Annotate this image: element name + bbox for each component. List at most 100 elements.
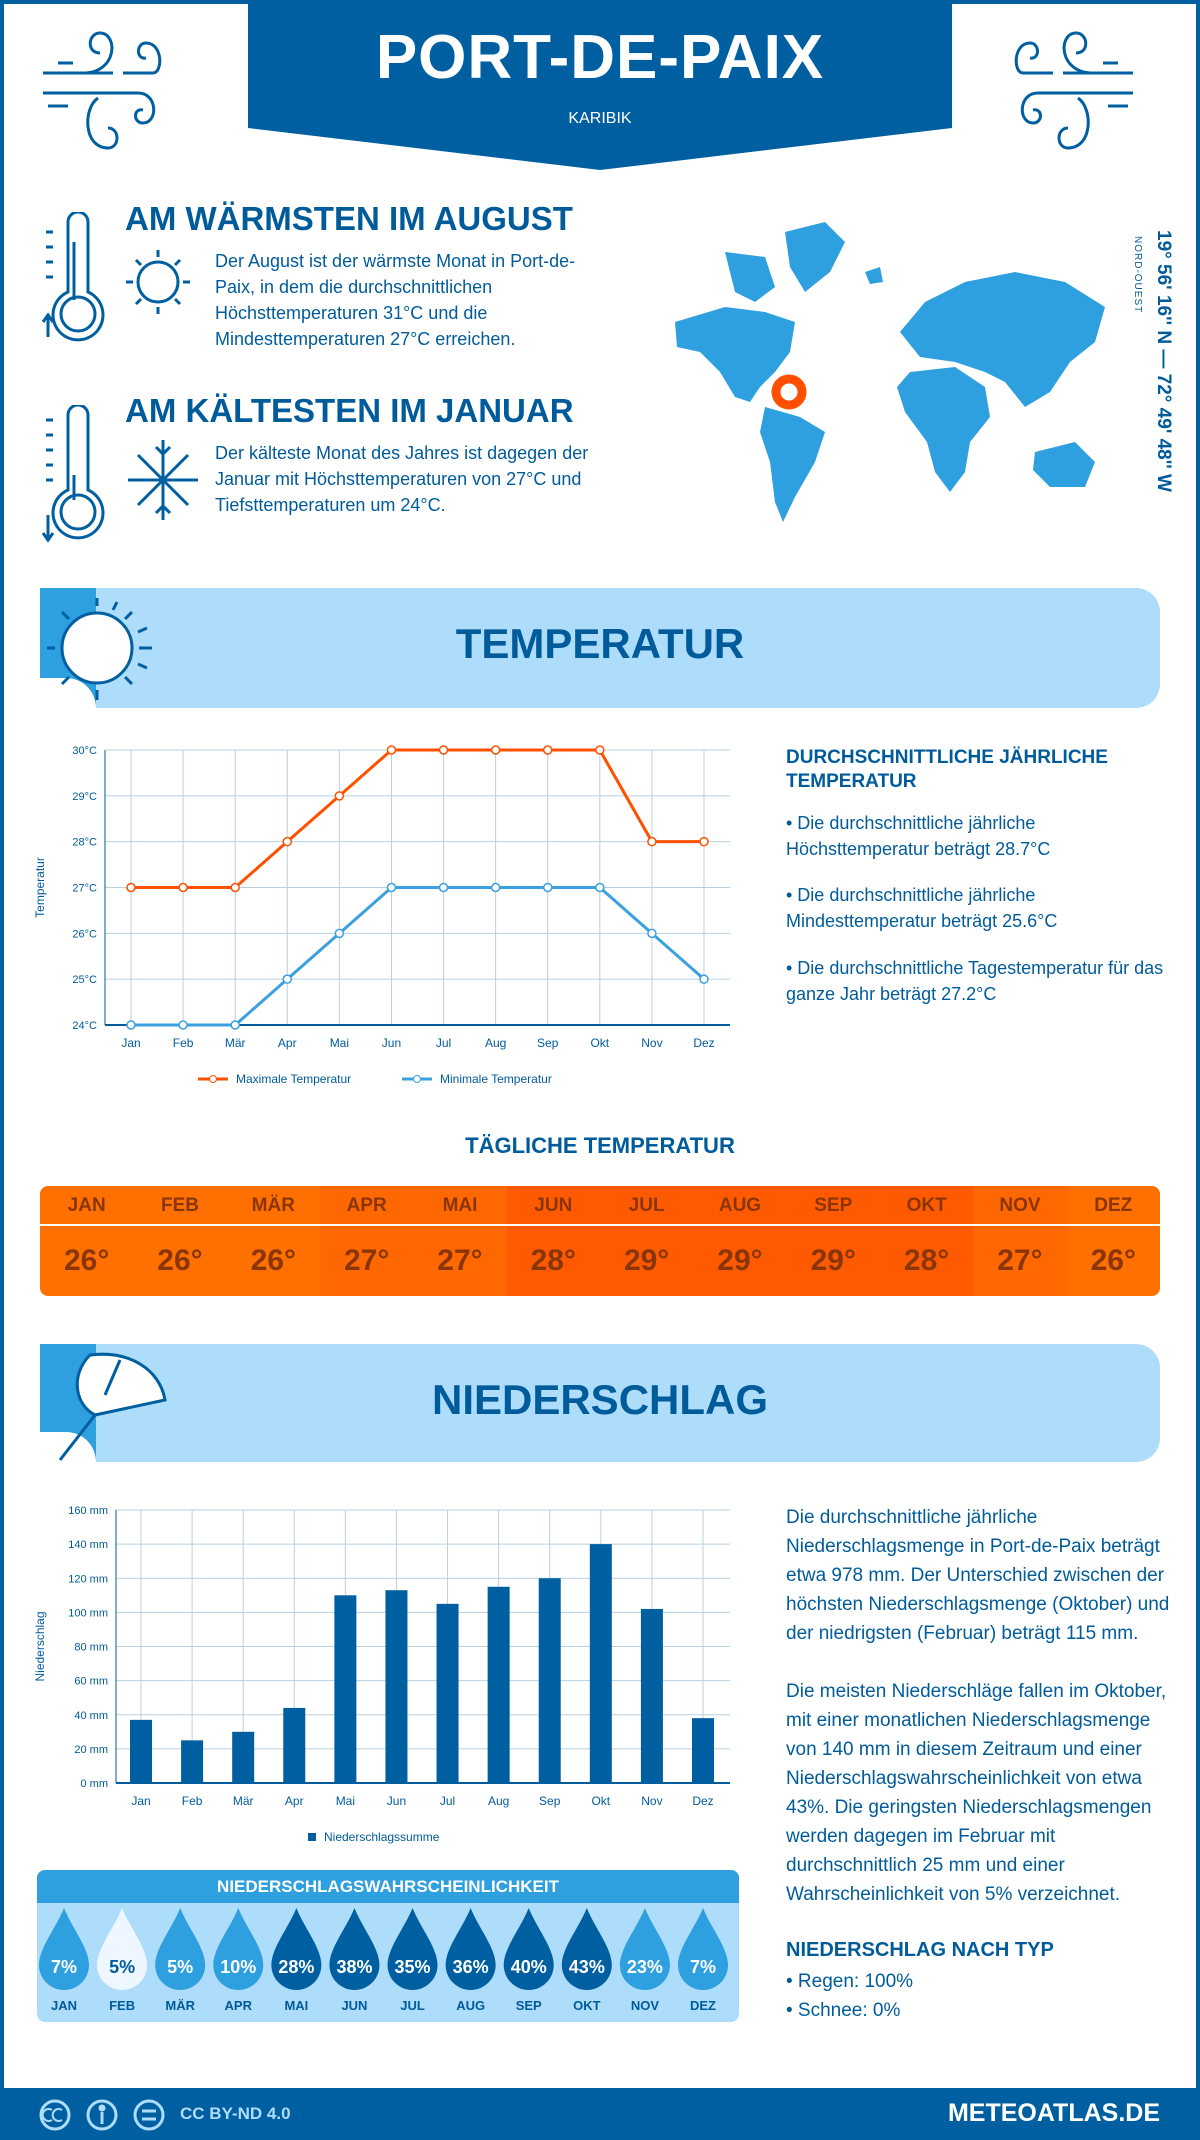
data-point bbox=[542, 745, 553, 755]
precip-bar bbox=[283, 1707, 306, 1783]
data-point bbox=[334, 928, 345, 939]
y-tick-label: 24°C bbox=[72, 1020, 97, 1032]
x-tick-label: Nov bbox=[641, 1794, 662, 1808]
y-tick-label: 100 mm bbox=[68, 1607, 108, 1619]
precip-bar bbox=[181, 1740, 204, 1783]
data-point bbox=[178, 882, 188, 893]
precipitation-description: Die durchschnittliche jährliche Niedersc… bbox=[786, 1503, 1186, 2025]
daily-month: MAI bbox=[413, 1186, 507, 1226]
daily-month: JUN bbox=[506, 1186, 600, 1226]
y-tick-label: 0 mm bbox=[81, 1778, 109, 1790]
wind-icon bbox=[43, 31, 162, 150]
precip-bar bbox=[334, 1595, 357, 1783]
probability-value: 40% bbox=[511, 1957, 547, 1977]
y-tick-label: 120 mm bbox=[68, 1573, 108, 1585]
y-tick-label: 20 mm bbox=[74, 1744, 108, 1756]
daily-month: AUG bbox=[693, 1186, 787, 1226]
probability-month: MÄR bbox=[165, 1998, 195, 2013]
raindrop-icon bbox=[97, 1908, 148, 1990]
precip-bar bbox=[692, 1718, 714, 1783]
data-point bbox=[282, 836, 293, 847]
raindrop-icon bbox=[678, 1908, 728, 1990]
daily-value: 29° bbox=[623, 1244, 670, 1277]
temperature-chart: 24°C 25°C 26°C 27°C 28°C 29°C 30°C Jan Feb Mär Apr… bbox=[33, 745, 730, 1086]
page-subtitle: KARIBIK bbox=[568, 110, 632, 127]
x-tick-label: Dez bbox=[692, 1794, 713, 1808]
probability-month: SEP bbox=[516, 1998, 542, 2013]
data-point bbox=[230, 1020, 240, 1030]
daily-column: JUN 28° bbox=[506, 1186, 600, 1296]
probability-value: 38% bbox=[336, 1957, 372, 1977]
data-point bbox=[230, 882, 240, 893]
probability-month: DEZ bbox=[690, 1998, 716, 2013]
daily-value: 27° bbox=[997, 1244, 1043, 1277]
precip-type-snow: • Schnee: 0% bbox=[786, 2000, 901, 2021]
y-tick-label: 140 mm bbox=[68, 1539, 108, 1551]
daily-value: 29° bbox=[810, 1244, 856, 1277]
probability-month: JAN bbox=[51, 1998, 77, 2013]
raindrop-icon bbox=[619, 1908, 670, 1990]
precipitation-title: NIEDERSCHLAG bbox=[431, 1376, 769, 1423]
y-tick-label: 25°C bbox=[72, 974, 97, 986]
temp-bullet: • Die durchschnittliche Tagestemperatur … bbox=[786, 958, 1164, 1004]
header-banner bbox=[248, 0, 952, 170]
daily-column: MAI 27° bbox=[413, 1186, 507, 1296]
cc-license-icons bbox=[39, 2099, 165, 2131]
series-line bbox=[131, 748, 704, 889]
precipitation-probability: NIEDERSCHLAGSWAHRSCHEINLICHKEIT 7% JAN 5% F… bbox=[37, 1870, 739, 2022]
warm-text: Der August ist der wärmste Monat in Port… bbox=[215, 251, 576, 349]
probability-title: NIEDERSCHLAGSWAHRSCHEINLICHKEIT bbox=[37, 1870, 739, 1903]
probability-month: MAI bbox=[284, 1998, 308, 2013]
daily-month: MÄR bbox=[226, 1186, 320, 1226]
x-tick-label: Sep bbox=[537, 1036, 559, 1050]
location-marker bbox=[771, 374, 807, 410]
daily-value: 29° bbox=[717, 1244, 763, 1277]
warm-title: AM WÄRMSTEN IM AUGUST bbox=[125, 200, 573, 237]
daily-title: TÄGLICHE TEMPERATUR bbox=[465, 1133, 735, 1158]
raindrop-icon bbox=[39, 1908, 89, 1990]
x-tick-label: Feb bbox=[173, 1036, 194, 1050]
world-map bbox=[675, 222, 1105, 522]
x-tick-label: Okt bbox=[590, 1036, 609, 1050]
x-tick-label: Apr bbox=[278, 1036, 297, 1050]
precip-type-title: NIEDERSCHLAG NACH TYP bbox=[786, 1939, 1054, 1961]
probability-value: 10% bbox=[220, 1957, 256, 1977]
daily-column: MÄR 26° bbox=[226, 1186, 320, 1296]
daily-month: SEP bbox=[786, 1186, 880, 1226]
probability-month: OKT bbox=[573, 1998, 601, 2013]
y-tick-label: 30°C bbox=[72, 745, 97, 757]
x-tick-label: Jan bbox=[131, 1794, 150, 1808]
y-axis-label: Niederschlag bbox=[33, 1611, 47, 1681]
daily-month: JAN bbox=[40, 1186, 134, 1226]
probability-month: JUN bbox=[341, 1998, 367, 2013]
data-point bbox=[386, 745, 397, 755]
data-point bbox=[595, 745, 605, 755]
data-point bbox=[386, 882, 397, 893]
y-tick-label: 160 mm bbox=[68, 1505, 108, 1517]
daily-value: 27° bbox=[437, 1244, 483, 1277]
data-point bbox=[699, 974, 709, 984]
data-point bbox=[647, 928, 657, 939]
site-link[interactable]: METEOATLAS.DE bbox=[947, 2099, 1160, 2127]
y-tick-label: 28°C bbox=[72, 837, 97, 849]
probability-value: 5% bbox=[109, 1957, 135, 1977]
data-point bbox=[126, 1020, 136, 1030]
x-tick-label: Jan bbox=[121, 1036, 140, 1050]
y-tick-label: 26°C bbox=[72, 928, 97, 940]
probability-value: 7% bbox=[51, 1957, 77, 1977]
precip-text-1: Die durchschnittliche jährliche Niedersc… bbox=[786, 1507, 1170, 1644]
data-point bbox=[490, 745, 501, 755]
raindrop-icon bbox=[387, 1908, 438, 1990]
footer: CC BY-ND 4.0 METEOATLAS.DE bbox=[0, 2088, 1200, 2140]
temp-bullet: • Die durchschnittliche jährliche Mindes… bbox=[786, 885, 1058, 931]
probability-value: 35% bbox=[395, 1957, 431, 1977]
daily-value: 26° bbox=[157, 1244, 203, 1277]
legend-marker bbox=[413, 1075, 421, 1083]
daily-column: AUG 29° bbox=[693, 1186, 787, 1296]
precip-type-rain: • Regen: 100% bbox=[786, 1971, 914, 1992]
probability-value: 5% bbox=[167, 1957, 193, 1977]
raindrop-icon bbox=[213, 1908, 264, 1990]
temperature-title: TEMPERATUR bbox=[455, 620, 745, 667]
legend-marker bbox=[209, 1075, 217, 1083]
raindrop-icon bbox=[329, 1908, 380, 1990]
